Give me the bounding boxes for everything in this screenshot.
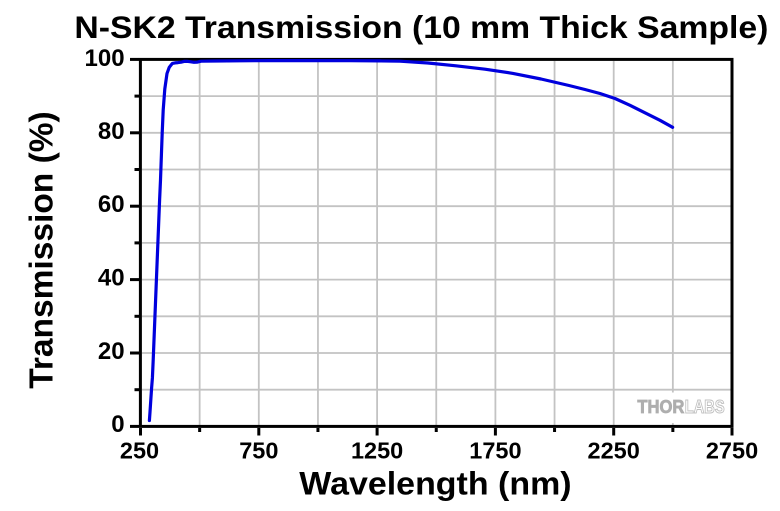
svg-text:Transmission (%): Transmission (%) <box>22 111 59 389</box>
svg-text:2750: 2750 <box>706 437 758 463</box>
svg-text:80: 80 <box>98 118 125 145</box>
svg-text:N-SK2 Transmission (10 mm Thic: N-SK2 Transmission (10 mm Thick Sample) <box>74 9 768 45</box>
svg-text:250: 250 <box>120 437 159 463</box>
svg-text:2250: 2250 <box>588 437 640 463</box>
svg-text:0: 0 <box>111 411 124 438</box>
svg-text:LABS: LABS <box>685 397 725 417</box>
svg-text:20: 20 <box>98 338 125 365</box>
svg-text:750: 750 <box>239 437 278 463</box>
svg-text:Wavelength (nm): Wavelength (nm) <box>299 466 571 502</box>
svg-text:60: 60 <box>98 191 125 218</box>
svg-text:1250: 1250 <box>351 437 403 463</box>
svg-text:40: 40 <box>98 265 125 292</box>
svg-text:1750: 1750 <box>469 437 521 463</box>
svg-text:100: 100 <box>85 45 125 72</box>
svg-text:THOR: THOR <box>637 397 684 417</box>
